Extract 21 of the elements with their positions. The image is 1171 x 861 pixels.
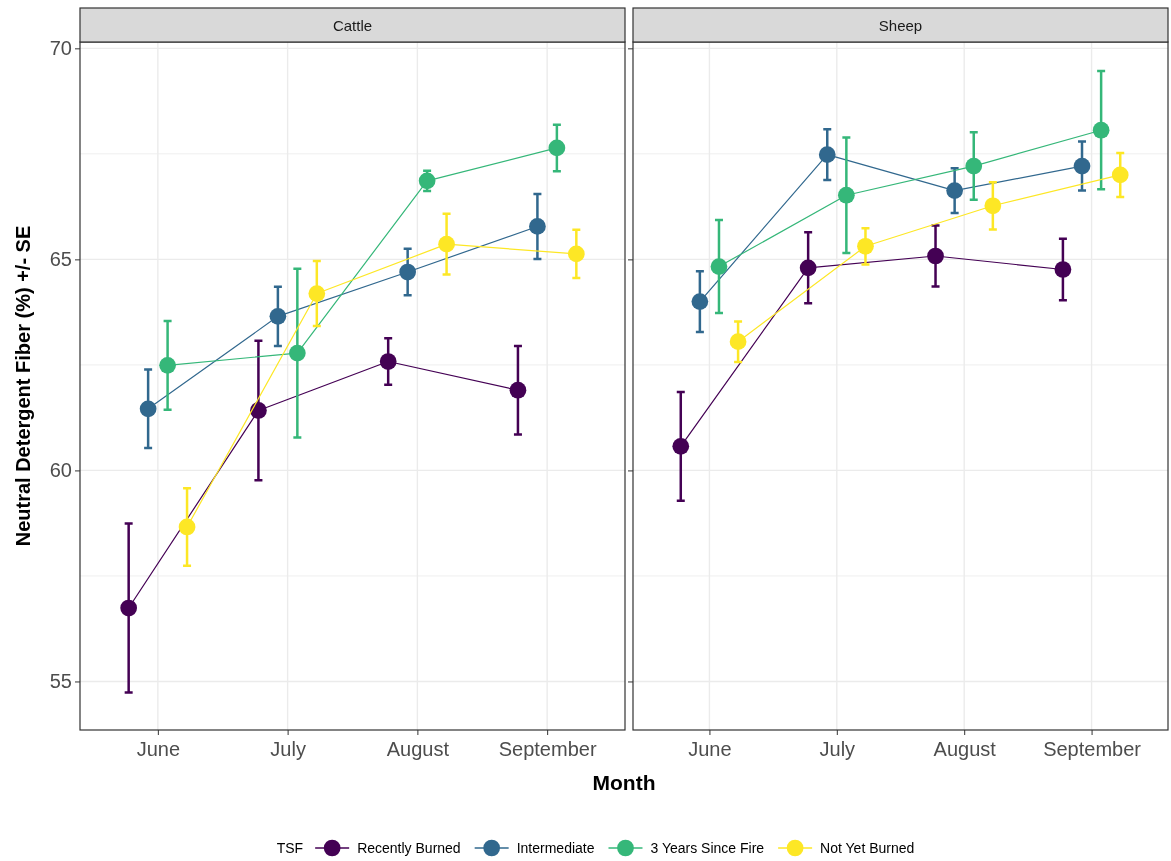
x-tick-label: July: [819, 738, 856, 760]
legend-label: Not Yet Burned: [820, 839, 915, 856]
y-axis-title: Neutral Detergent Fiber (%) +/- SE: [12, 225, 34, 547]
x-tick-label: July: [270, 738, 306, 760]
legend-label: Intermediate: [516, 839, 595, 856]
y-tick-label: 55: [49, 670, 72, 693]
y-tick-label: 65: [49, 248, 72, 271]
legend-label: Recently Burned: [357, 839, 461, 856]
y-tick-label: 70: [49, 37, 72, 60]
legend-title: TSF: [276, 839, 304, 856]
chart-title: Sheep: [878, 17, 923, 35]
x-tick-label: September: [1043, 738, 1142, 760]
x-tick-label: August: [386, 738, 450, 760]
chart-title: Cattle: [332, 17, 373, 35]
x-tick-label: June: [136, 738, 181, 760]
x-tick-label: June: [688, 738, 732, 760]
legend-label: 3 Years Since Fire: [650, 839, 765, 856]
x-tick-label: September: [498, 738, 597, 760]
x-axis-title: Month: [592, 771, 656, 794]
x-tick-label: August: [933, 738, 997, 760]
y-tick-label: 60: [49, 459, 72, 482]
